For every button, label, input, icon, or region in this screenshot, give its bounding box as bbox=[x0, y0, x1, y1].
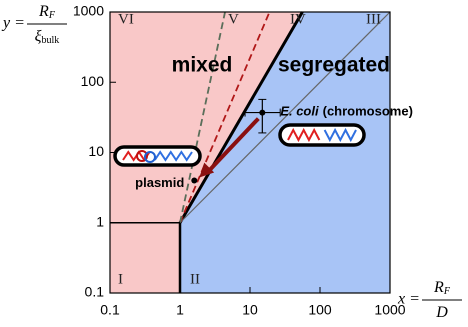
axis-label-lhs: x = bbox=[397, 291, 420, 308]
den-sub: bulk bbox=[42, 35, 60, 46]
region-label: IV bbox=[290, 11, 306, 27]
boundary-line bbox=[178, 11, 304, 224]
boundary-line bbox=[179, 11, 391, 224]
num: R bbox=[38, 3, 49, 20]
phase-label: mixed bbox=[172, 54, 233, 77]
x-tick-label: 10 bbox=[242, 302, 258, 318]
data-point bbox=[259, 109, 266, 116]
coil-red bbox=[287, 127, 321, 143]
coil-blue bbox=[323, 127, 357, 143]
region-label: VI bbox=[118, 11, 134, 27]
num-sub: F bbox=[443, 286, 451, 297]
x-tick-label: 100 bbox=[308, 302, 332, 318]
y-tick-label: 100 bbox=[81, 73, 105, 89]
y-tick-label: 1000 bbox=[73, 3, 104, 19]
icon-ring bbox=[144, 151, 156, 163]
den: D bbox=[435, 304, 448, 321]
x-tick-label: 1 bbox=[176, 302, 184, 318]
axis-label-num: RF bbox=[433, 279, 451, 298]
y-tick-label: 10 bbox=[88, 143, 104, 159]
den: ξ bbox=[35, 28, 42, 45]
data-point bbox=[191, 177, 198, 184]
point-note: (chromosome) bbox=[323, 104, 413, 119]
axis-label-den: ξbulk bbox=[35, 28, 60, 47]
arrow-shaft bbox=[205, 117, 260, 174]
num-sub: F bbox=[48, 10, 56, 21]
x-tick-label: 0.1 bbox=[100, 302, 120, 318]
segregated-region bbox=[180, 12, 390, 293]
region-label: II bbox=[190, 271, 200, 287]
boundary-line bbox=[179, 11, 271, 224]
arrow-head bbox=[199, 162, 215, 178]
region-label: I bbox=[118, 271, 123, 287]
axis-label-lhs: y = bbox=[1, 15, 25, 32]
icon-ring bbox=[136, 150, 148, 162]
phase-label: segregated bbox=[278, 54, 390, 77]
region-label: III bbox=[366, 11, 381, 27]
region-label: V bbox=[228, 11, 239, 27]
coil-blue bbox=[154, 150, 193, 162]
y-tick-label: 1 bbox=[96, 213, 104, 229]
y-tick-label: 0.1 bbox=[85, 284, 105, 300]
num: R bbox=[433, 279, 444, 296]
point-label: plasmid bbox=[135, 175, 184, 190]
x-tick-label: 1000 bbox=[374, 302, 405, 318]
point-label: E. coli (chromosome) bbox=[280, 104, 413, 119]
axis-label-den: D bbox=[435, 304, 448, 321]
molecule-icon bbox=[278, 123, 366, 147]
boundary-line bbox=[179, 11, 226, 223]
axis-label-num: RF bbox=[38, 3, 56, 22]
point-name: E. coli bbox=[280, 104, 319, 119]
